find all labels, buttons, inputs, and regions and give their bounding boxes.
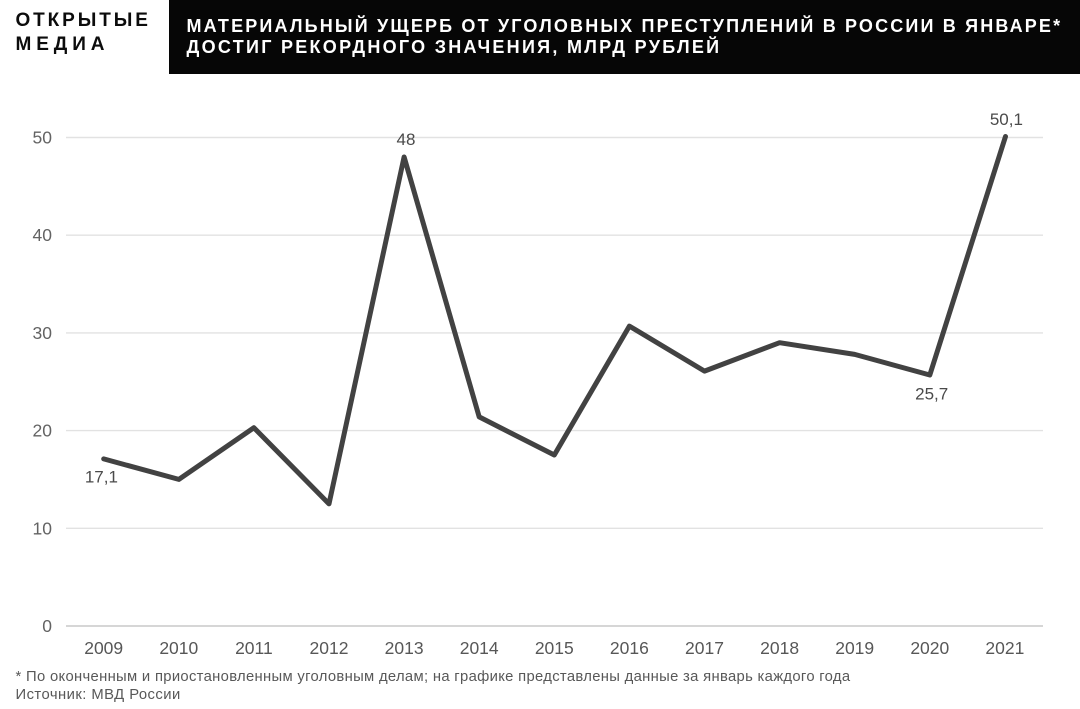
svg-text:10: 10 — [33, 518, 53, 538]
svg-text:2011: 2011 — [235, 638, 273, 658]
svg-text:50: 50 — [33, 128, 53, 148]
svg-text:2009: 2009 — [84, 638, 123, 658]
svg-text:40: 40 — [33, 225, 53, 245]
svg-text:30: 30 — [33, 323, 53, 343]
svg-text:50,1: 50,1 — [990, 110, 1023, 129]
svg-text:2014: 2014 — [460, 638, 499, 658]
svg-text:2016: 2016 — [610, 638, 649, 658]
svg-text:2019: 2019 — [835, 638, 874, 658]
svg-text:2018: 2018 — [760, 638, 799, 658]
svg-text:2013: 2013 — [385, 638, 424, 658]
svg-text:2010: 2010 — [159, 638, 198, 658]
svg-text:0: 0 — [42, 616, 52, 636]
svg-text:2020: 2020 — [910, 638, 949, 658]
svg-text:20: 20 — [33, 421, 53, 441]
svg-text:2021: 2021 — [985, 638, 1024, 658]
svg-text:2015: 2015 — [535, 638, 574, 658]
svg-text:2017: 2017 — [685, 638, 724, 658]
svg-text:48: 48 — [397, 130, 416, 149]
svg-text:17,1: 17,1 — [85, 468, 118, 487]
svg-text:2012: 2012 — [310, 638, 349, 658]
svg-text:25,7: 25,7 — [915, 385, 948, 404]
